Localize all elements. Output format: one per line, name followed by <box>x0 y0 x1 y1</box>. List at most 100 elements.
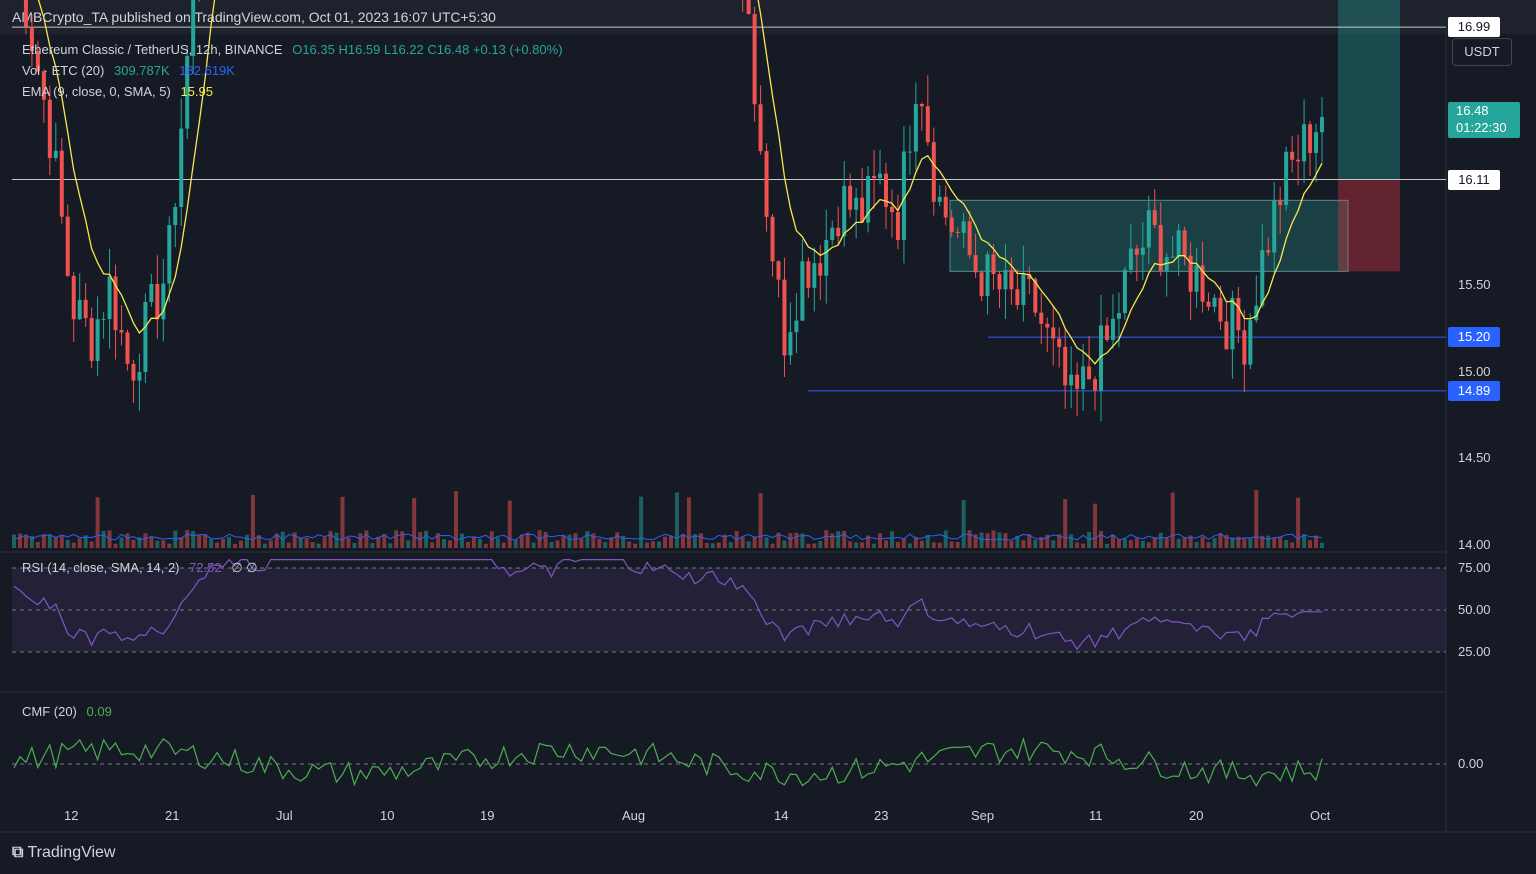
candle-body <box>119 330 124 333</box>
volume-bar <box>627 541 632 548</box>
volume-bar <box>591 533 596 548</box>
last-price-tag: 16.48 01:22:30 <box>1448 102 1520 139</box>
currency-button[interactable]: USDT <box>1452 38 1512 66</box>
cmf-legend[interactable]: CMF (20) 0.09 <box>22 704 118 719</box>
candle-body <box>1308 124 1313 154</box>
candle-body <box>913 103 918 152</box>
volume-bar <box>1033 539 1038 548</box>
volume-bar <box>567 534 572 548</box>
candle-body <box>895 212 900 240</box>
volume-bar <box>925 535 930 548</box>
candle-body <box>872 175 877 179</box>
volume-bar <box>609 537 614 548</box>
volume-bar <box>746 541 751 548</box>
volume-bar <box>238 540 243 548</box>
volume-bar <box>83 535 88 548</box>
rsi-legend[interactable]: RSI (14, close, SMA, 14, 2) 72.52 ∅ ∅ <box>22 560 264 576</box>
volume-bar <box>1230 538 1235 548</box>
candle-body <box>149 284 154 302</box>
volume-bar <box>17 533 22 548</box>
candle-body <box>47 99 52 158</box>
time-tick-label: 21 <box>165 808 180 823</box>
ema-legend[interactable]: EMA (9, close, 0, SMA, 5) 15.95 <box>22 84 219 99</box>
volume-bar <box>1242 538 1247 548</box>
volume-bar <box>471 536 476 548</box>
candle-body <box>1218 297 1223 322</box>
volume-bar <box>400 531 405 548</box>
level-price-tag: 16.11 <box>1448 169 1500 190</box>
candle-body <box>806 261 811 288</box>
price-tick-label: 14.50 <box>1458 450 1491 466</box>
volume-bar <box>1146 542 1151 548</box>
time-tick-label: 14 <box>774 808 789 823</box>
volume-bar <box>1069 534 1074 548</box>
volume-bar <box>1003 533 1008 548</box>
cmf-line <box>13 736 1323 788</box>
price-tick-label: 15.50 <box>1458 277 1491 293</box>
volume-bar <box>179 537 184 548</box>
rsi-tick-label: 75.00 <box>1458 560 1491 575</box>
volume-bar <box>1039 537 1044 548</box>
volume-legend[interactable]: Vol · ETC (20) 309.787K 182.619K <box>22 63 241 78</box>
volume-bar <box>1075 542 1080 548</box>
candle-body <box>1254 305 1259 321</box>
candle-body <box>901 151 906 240</box>
volume-bar <box>424 530 429 548</box>
volume-bar <box>209 539 214 548</box>
volume-bar <box>430 542 435 548</box>
candle-body <box>1116 313 1121 319</box>
symbol-legend[interactable]: Ethereum Classic / TetherUS, 12h, BINANC… <box>22 42 569 57</box>
volume-bar <box>155 540 160 548</box>
volume-bar <box>931 542 936 548</box>
volume-bar <box>674 492 679 548</box>
volume-bar <box>728 542 733 548</box>
volume-bar <box>483 543 488 548</box>
volume-bar <box>137 537 142 548</box>
volume-bar <box>1302 534 1307 548</box>
volume-bar <box>1272 537 1277 548</box>
candle-body <box>1027 274 1032 280</box>
volume-bar <box>1320 542 1324 548</box>
candle-body <box>1242 330 1247 365</box>
volume-bar <box>334 532 339 548</box>
volume-bar <box>41 534 46 548</box>
candle-body <box>173 207 178 226</box>
volume-bar <box>143 533 148 548</box>
volume-bar <box>1308 540 1313 548</box>
time-tick-label: Oct <box>1310 808 1331 823</box>
volume-bar <box>919 540 924 548</box>
volume-bar <box>203 534 208 548</box>
candle-body <box>866 175 871 223</box>
tradingview-logo[interactable]: ⧉ TradingView <box>12 844 115 862</box>
volume-bar <box>561 535 566 548</box>
brand-name: TradingView <box>27 844 116 861</box>
volume-bar <box>973 534 978 548</box>
candle-body <box>830 227 835 241</box>
time-tick-label: 19 <box>480 808 495 823</box>
volume-bar <box>215 542 220 548</box>
candle-body <box>131 363 136 381</box>
volume-bar <box>1015 535 1020 548</box>
volume-bar <box>979 532 984 548</box>
candle-body <box>1033 279 1038 313</box>
candle-body <box>1176 230 1181 257</box>
volume-bar <box>394 530 399 548</box>
candle-body <box>1134 248 1139 255</box>
volume-bar <box>686 497 691 548</box>
candle-body <box>776 261 781 280</box>
price-tick-label: 15.00 <box>1458 363 1491 379</box>
volume-bar <box>227 536 232 548</box>
candle-body <box>1272 200 1277 253</box>
volume-bar <box>889 531 894 548</box>
time-tick-label: 20 <box>1189 808 1204 823</box>
candle-body <box>1320 117 1324 133</box>
candle-body <box>179 128 184 208</box>
volume-bar <box>1194 541 1199 548</box>
candle-body <box>848 185 853 210</box>
volume-bar <box>376 536 381 548</box>
candle-body <box>967 221 972 256</box>
volume-bar <box>513 539 518 548</box>
candle-body <box>1122 269 1127 314</box>
volume-bar <box>895 541 900 548</box>
